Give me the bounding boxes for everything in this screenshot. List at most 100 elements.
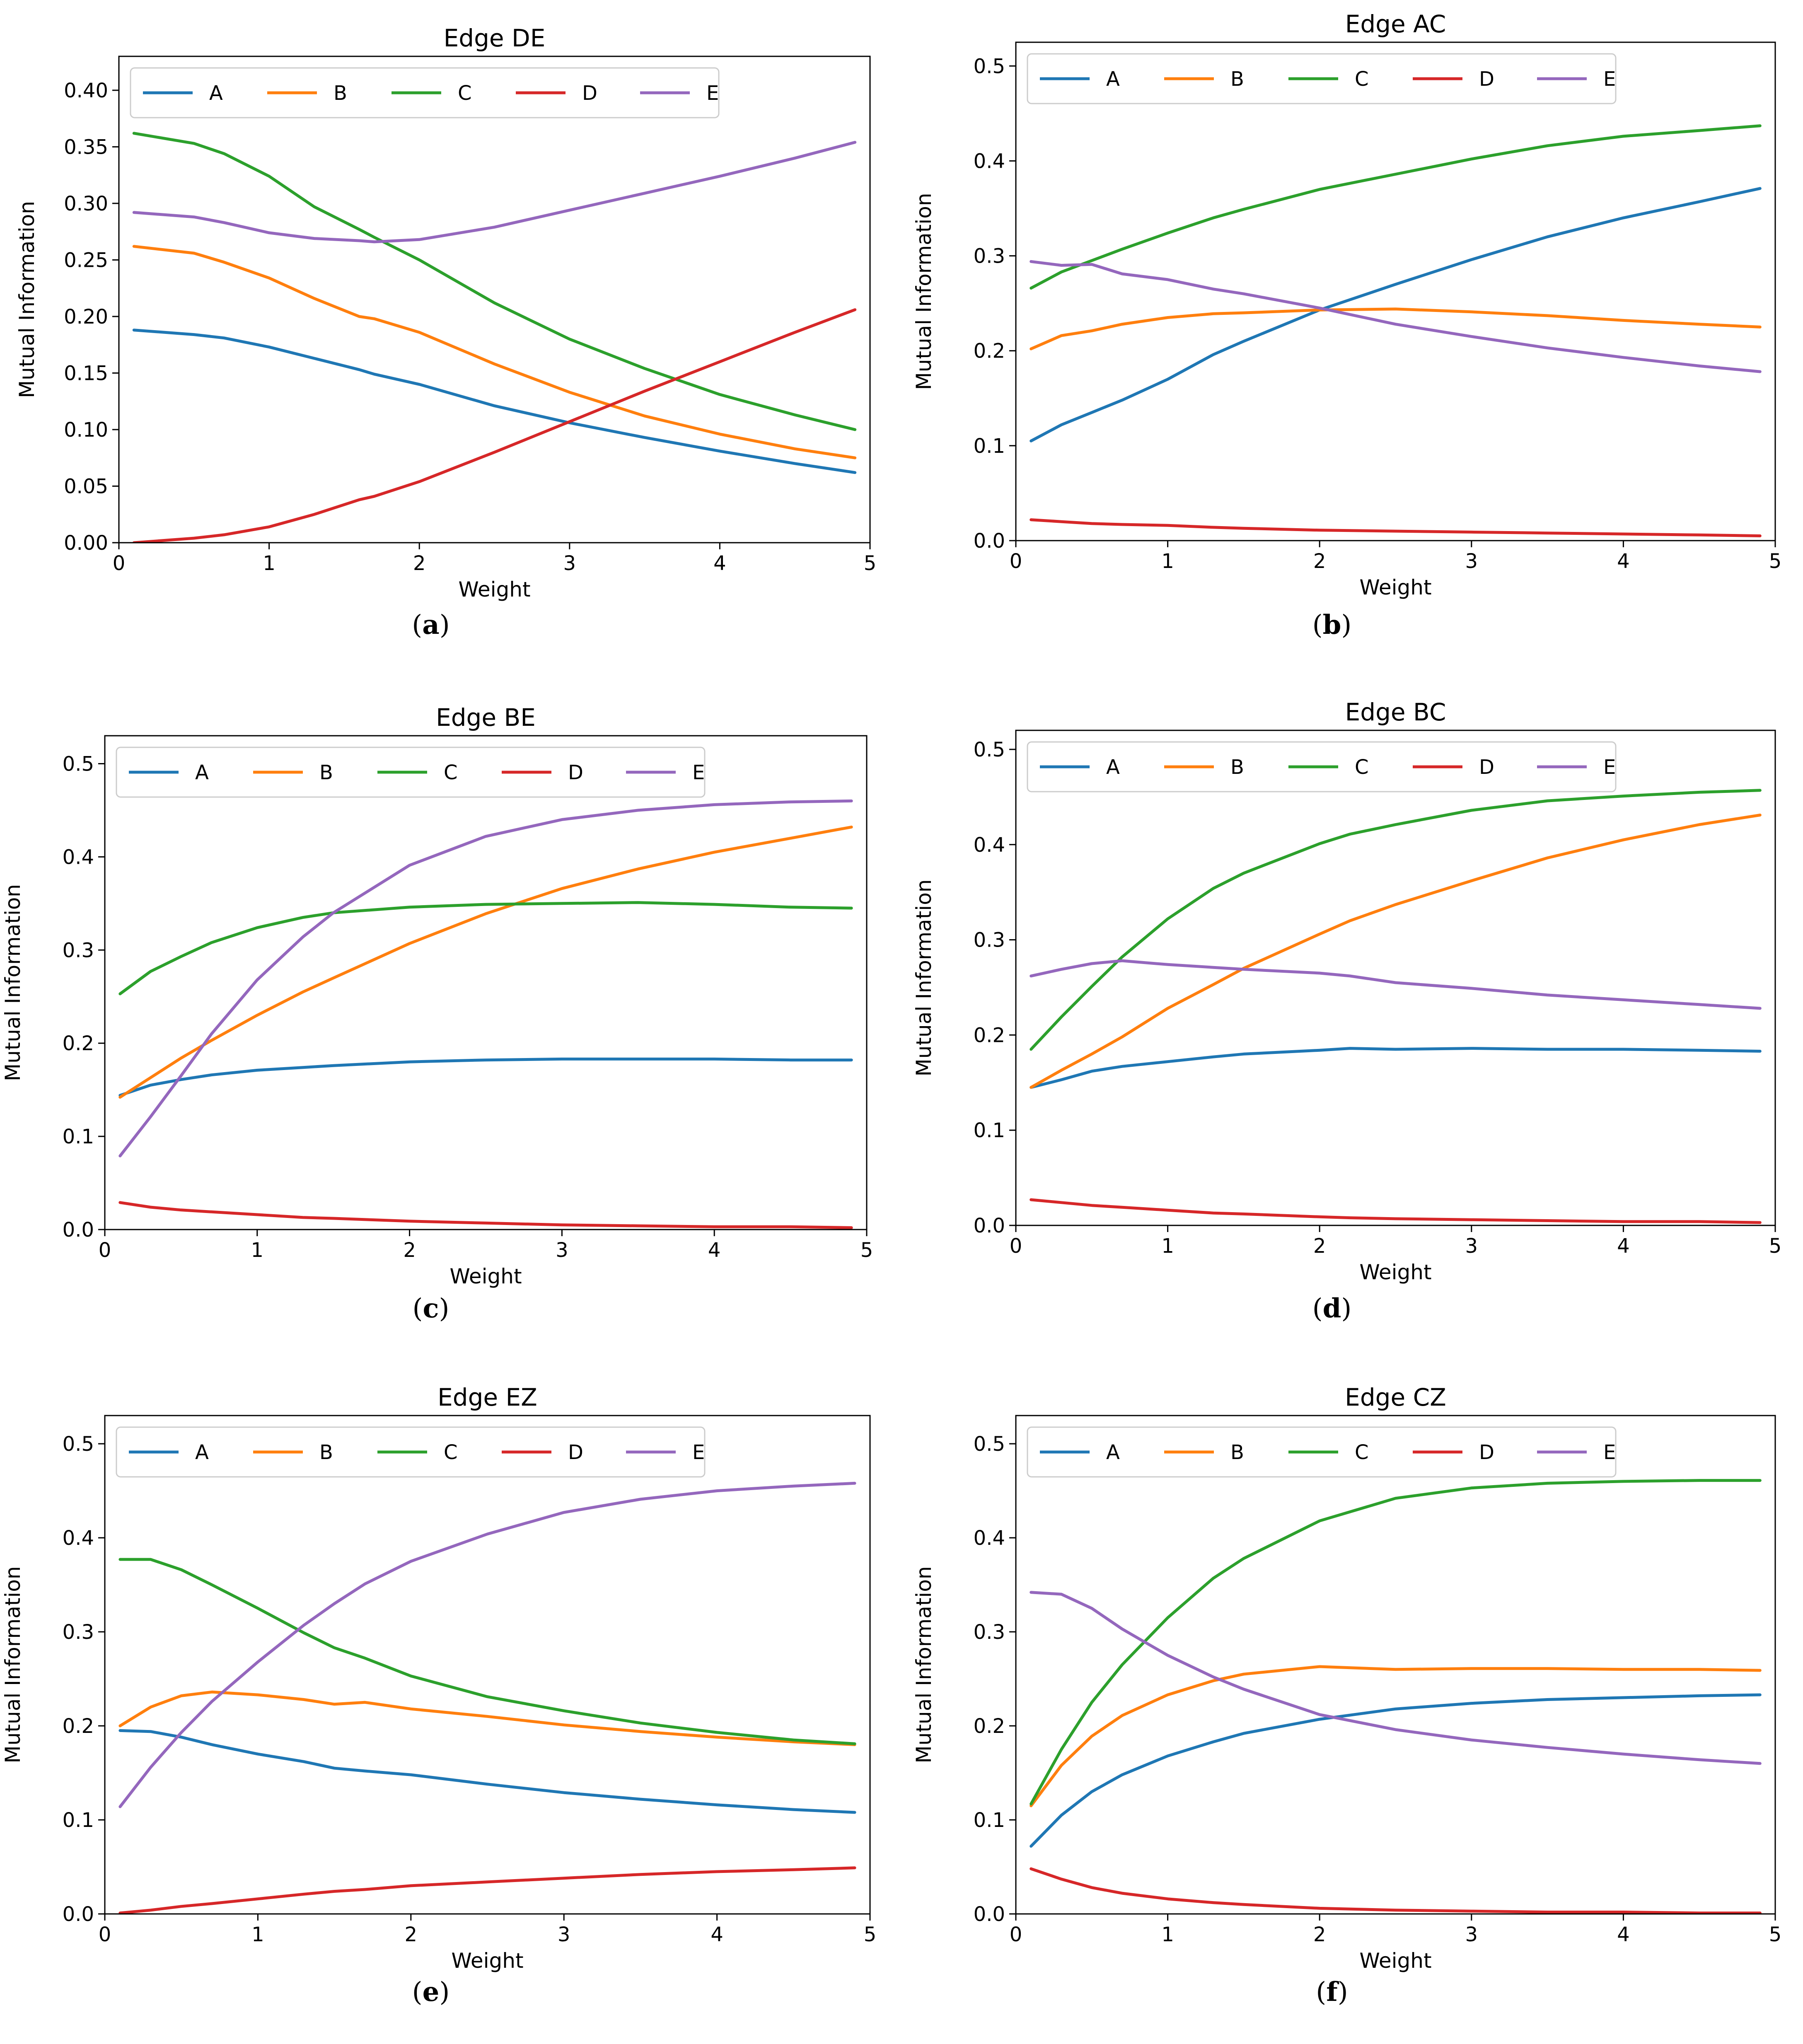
legend-label-C: C — [1355, 1441, 1369, 1464]
x-axis-label: Weight — [458, 577, 530, 602]
series-line-E — [1030, 260, 1762, 373]
x-axis-label: Weight — [451, 1949, 523, 1973]
x-tick-label: 5 — [1769, 1235, 1782, 1258]
y-tick-label: 0.20 — [64, 305, 108, 329]
x-tick-label: 1 — [1161, 1923, 1174, 1946]
y-tick-label: 0.05 — [64, 475, 108, 498]
series-line-B — [1030, 814, 1762, 1089]
legend-label-A: A — [1106, 68, 1120, 91]
y-tick-label: 0.40 — [64, 79, 108, 102]
y-tick-label: 0.1 — [63, 1809, 94, 1832]
y-tick-label: 0.2 — [63, 1032, 94, 1055]
y-tick-label: 0.4 — [63, 1527, 94, 1550]
legend-label-A: A — [1106, 756, 1120, 779]
series-line-B — [1030, 1665, 1762, 1807]
legend-label-A: A — [195, 1441, 209, 1464]
legend-label-E: E — [692, 761, 705, 784]
series-line-A — [1030, 1047, 1762, 1089]
x-tick-label: 1 — [1161, 550, 1174, 573]
legend-label-D: D — [568, 761, 583, 784]
x-tick-label: 4 — [708, 1239, 721, 1262]
x-tick-label: 4 — [711, 1923, 723, 1946]
x-tick-label: 3 — [1465, 550, 1478, 573]
legend: A B C D E — [130, 67, 720, 118]
chart-panel-4: 0 1 2 3 4 5 0.0 0.1 0.2 0.3 0.4 0.5 Edge EZ Weight Mut… — [1, 1383, 876, 1973]
x-tick-label: 0 — [1010, 550, 1022, 573]
series-line-D — [1030, 1198, 1762, 1224]
x-tick-label: 0 — [1010, 1923, 1022, 1946]
series-line-D — [1030, 518, 1762, 537]
series-line-E — [118, 1481, 856, 1808]
y-tick-label: 0.10 — [64, 418, 108, 442]
legend-label-D: D — [568, 1441, 583, 1464]
chart-panel-1: 0 1 2 3 4 5 0.0 0.1 0.2 0.3 0.4 0.5 Edge AC Weight Mut… — [912, 10, 1781, 599]
y-tick-label: 0.3 — [974, 245, 1005, 268]
x-axis-label: Weight — [450, 1264, 522, 1288]
series-line-E — [118, 799, 853, 1157]
legend-label-E: E — [1603, 756, 1616, 779]
plot-frame — [104, 1415, 871, 1915]
legend-label-A: A — [209, 82, 223, 105]
plot-frame — [118, 56, 871, 544]
x-tick-label: 2 — [1313, 1235, 1326, 1258]
legend: A B C D E — [116, 1426, 706, 1478]
y-tick-label: 0.00 — [64, 532, 108, 555]
x-tick-label: 1 — [251, 1239, 264, 1262]
y-tick-label: 0.3 — [974, 1621, 1005, 1644]
series-line-A — [118, 1057, 853, 1097]
x-tick-label: 2 — [1313, 1923, 1326, 1946]
y-tick-label: 0.25 — [64, 249, 108, 272]
series-line-E — [132, 141, 857, 244]
series-line-C — [1030, 789, 1762, 1051]
y-tick-label: 0.2 — [974, 1024, 1005, 1047]
panel-label: (e) — [412, 1976, 450, 2008]
x-tick-label: 0 — [99, 1239, 111, 1262]
x-tick-label: 3 — [558, 1923, 570, 1946]
chart-title: Edge AC — [1345, 10, 1446, 38]
y-axis-label: Mutual Information — [1, 1566, 25, 1764]
series-line-B — [1030, 307, 1762, 350]
x-tick-label: 4 — [1617, 1923, 1630, 1946]
legend-label-D: D — [1479, 756, 1494, 779]
x-tick-label: 0 — [99, 1923, 111, 1946]
legend-label-B: B — [1230, 68, 1244, 91]
y-tick-label: 0.5 — [63, 1433, 94, 1456]
chart-panel-3: 0 1 2 3 4 5 0.0 0.1 0.2 0.3 0.4 0.5 Edge BC Weight Mut… — [912, 698, 1781, 1284]
x-tick-label: 5 — [864, 552, 877, 575]
legend-label-A: A — [1106, 1441, 1120, 1464]
x-axis-label: Weight — [1359, 1260, 1431, 1284]
panel-label: (f) — [1316, 1976, 1348, 2008]
y-axis-label: Mutual Information — [912, 193, 936, 390]
series-line-C — [118, 1558, 856, 1745]
y-axis-label: Mutual Information — [912, 1566, 936, 1764]
chart-title: Edge BE — [436, 703, 536, 732]
x-tick-label: 3 — [1465, 1235, 1478, 1258]
series-line-A — [132, 329, 857, 474]
x-tick-label: 5 — [864, 1923, 877, 1946]
y-tick-label: 0.5 — [974, 55, 1005, 78]
legend: A B C D E — [1027, 53, 1617, 104]
legend-label-B: B — [1230, 756, 1244, 779]
y-tick-label: 0.0 — [63, 1218, 94, 1242]
y-tick-label: 0.5 — [63, 752, 94, 776]
x-tick-label: 1 — [1161, 1235, 1174, 1258]
panel-label: (a) — [412, 609, 450, 640]
y-tick-label: 0.4 — [974, 1527, 1005, 1550]
series-line-E — [1030, 959, 1762, 1010]
legend-label-C: C — [458, 82, 472, 105]
x-tick-label: 5 — [1769, 550, 1782, 573]
y-tick-label: 0.15 — [64, 362, 108, 385]
x-tick-label: 4 — [713, 552, 726, 575]
legend-label-B: B — [319, 1441, 333, 1464]
y-axis-label: Mutual Information — [1, 884, 25, 1081]
x-tick-label: 2 — [1313, 550, 1326, 573]
x-tick-label: 5 — [1769, 1923, 1782, 1946]
legend: A B C D E — [116, 747, 706, 798]
legend: A B C D E — [1027, 1426, 1617, 1478]
legend-label-E: E — [692, 1441, 705, 1464]
y-tick-label: 0.3 — [63, 1621, 94, 1644]
y-tick-label: 0.0 — [974, 1903, 1005, 1926]
chart-title: Edge DE — [444, 24, 546, 52]
chart-panel-5: 0 1 2 3 4 5 0.0 0.1 0.2 0.3 0.4 0.5 Edge CZ Weight Mut… — [912, 1383, 1781, 1973]
chart-title: Edge CZ — [1345, 1383, 1446, 1411]
